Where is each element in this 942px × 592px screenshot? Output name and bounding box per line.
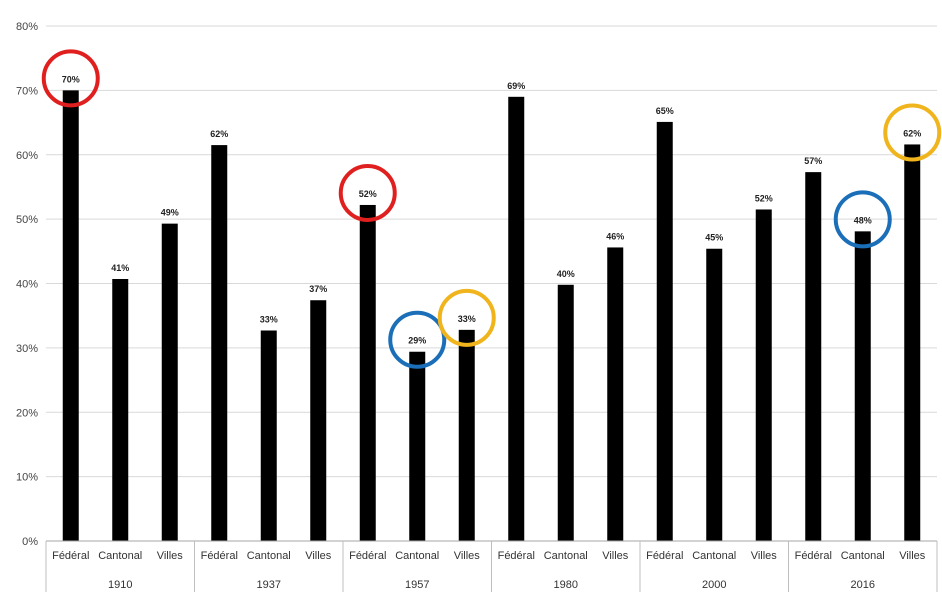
x-axis: Fédéral Cantonal Villes 1910 Fédéral Cantonal… [45,540,938,592]
data-label: 52% [755,193,773,203]
bar [904,144,921,541]
data-label: 57% [804,156,822,166]
bar [161,223,178,541]
bar [508,96,525,541]
y-tick-label: 20% [16,407,38,419]
y-tick-label: 30% [16,343,38,355]
bar [557,284,574,541]
bar [854,231,871,541]
data-label: 70% [62,74,80,84]
x-category-label: Cantonal [247,550,291,562]
data-labels: 70% 41% 49% 62% 33% 37% 52% 29% 33% 69% 40% 46% 65% 4… [62,74,922,345]
x-category-label: Fédéral [795,550,832,562]
data-label: 37% [309,284,327,294]
y-tick-label: 10% [16,472,38,484]
x-category-label: Fédéral [646,550,683,562]
highlight-circle [388,310,447,369]
x-category-label: Cantonal [544,550,588,562]
data-label: 33% [458,314,476,324]
bar [755,209,772,541]
x-group-label: 1980 [554,579,578,591]
grid-lines [46,25,937,478]
highlight-circle [41,49,100,108]
x-group-label: 1937 [257,579,281,591]
data-label: 45% [705,233,723,243]
x-category-label: Villes [899,550,926,562]
x-category-label: Cantonal [395,550,439,562]
data-label: 62% [210,129,228,139]
y-tick-label: 80% [16,21,38,33]
x-category-label: Fédéral [349,550,386,562]
bar [458,329,475,541]
bar [805,172,822,541]
bar [62,90,79,541]
x-group-label: 1910 [108,579,132,591]
data-label: 41% [111,263,129,273]
bar [112,278,129,541]
data-label: 33% [260,314,278,324]
bar [359,204,376,541]
highlight-circle [883,103,942,162]
x-category-label: Villes [751,550,778,562]
y-tick-label: 0% [22,536,38,548]
x-category-label: Fédéral [201,550,238,562]
data-label: 29% [408,336,426,346]
data-label: 62% [903,128,921,138]
bar [607,247,624,541]
highlight-circles [41,49,942,369]
bar [706,248,723,542]
bar [310,300,327,541]
data-label: 65% [656,106,674,116]
data-label: 52% [359,189,377,199]
highlight-circle [437,288,496,347]
x-category-label: Fédéral [498,550,535,562]
data-label: 69% [507,81,525,91]
x-category-label: Villes [454,550,481,562]
x-category-label: Cantonal [841,550,885,562]
x-group-label: 1957 [405,579,429,591]
y-tick-label: 40% [16,279,38,291]
bar [409,351,426,541]
x-group-label: 2016 [851,579,875,591]
bar [656,121,673,541]
y-tick-label: 70% [16,85,38,97]
y-tick-label: 50% [16,214,38,226]
highlight-circle [338,163,397,222]
y-axis: 0% 10% 20% 30% 40% 50% 60% 70% 80% [16,21,38,548]
y-tick-label: 60% [16,150,38,162]
highlight-circle [833,190,892,249]
bars [62,90,921,542]
data-label: 46% [606,231,624,241]
x-category-label: Cantonal [98,550,142,562]
x-category-label: Villes [157,550,184,562]
x-category-label: Cantonal [692,550,736,562]
x-category-label: Villes [305,550,332,562]
data-label: 40% [557,269,575,279]
bar [211,145,228,541]
x-category-label: Villes [602,550,629,562]
bar [260,330,277,541]
x-category-label: Fédéral [52,550,89,562]
x-group-label: 2000 [702,579,726,591]
data-label: 48% [854,215,872,225]
data-label: 49% [161,208,179,218]
